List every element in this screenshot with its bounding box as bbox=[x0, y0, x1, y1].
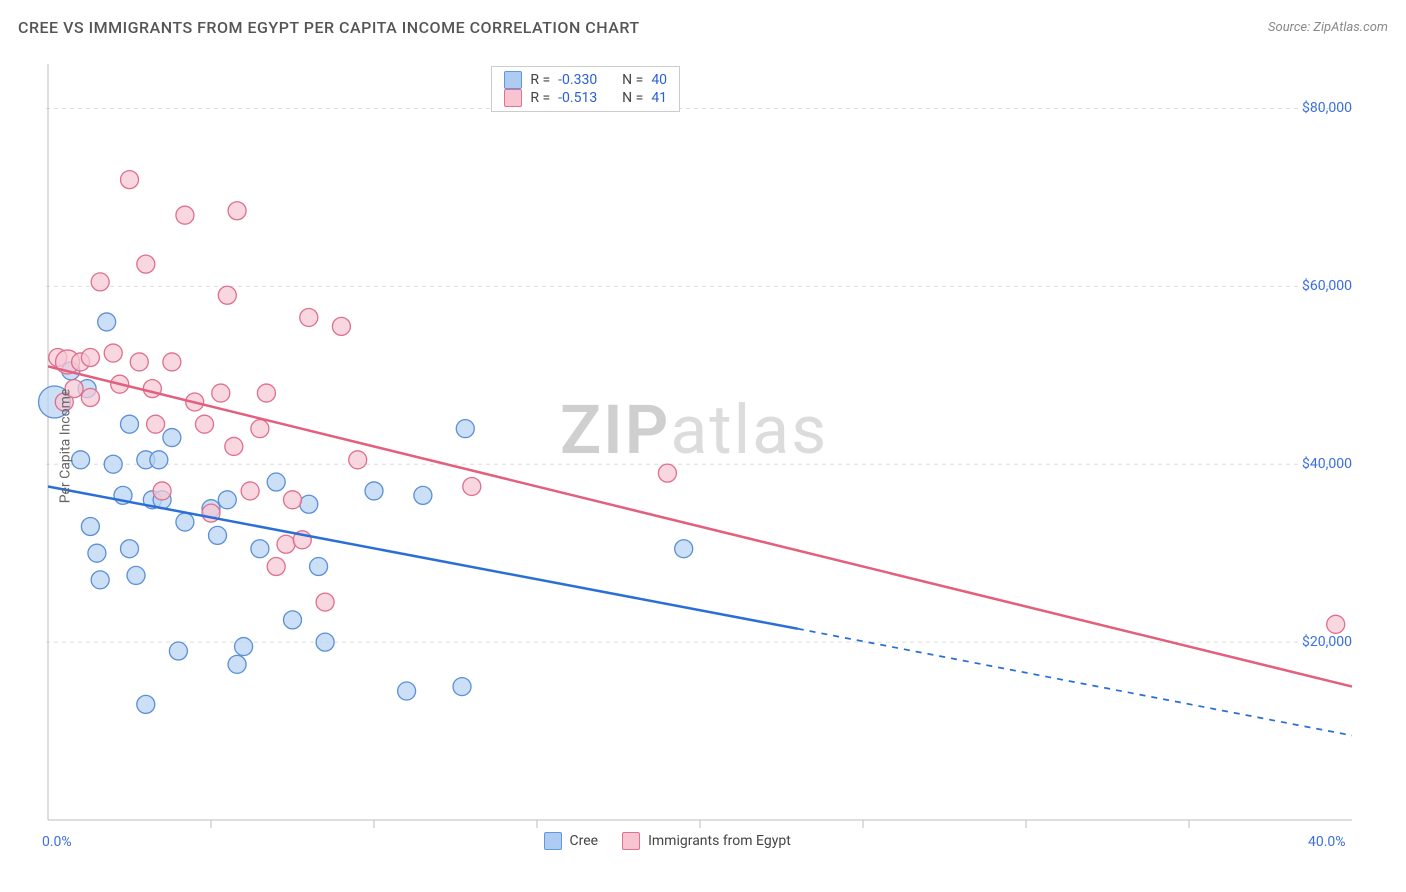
scatter-point-blue bbox=[127, 566, 145, 584]
legend-label: Cree bbox=[570, 833, 599, 849]
scatter-point-blue bbox=[91, 571, 109, 589]
scatter-point-blue bbox=[163, 429, 181, 447]
y-tick-label: $20,000 bbox=[1282, 634, 1352, 650]
scatter-point-pink bbox=[104, 344, 122, 362]
scatter-point-blue bbox=[235, 638, 253, 656]
scatter-point-pink bbox=[658, 464, 676, 482]
scatter-point-pink bbox=[1327, 615, 1345, 633]
y-axis-label: Per Capita Income bbox=[57, 389, 73, 504]
stats-row: R = -0.330 N = 40 bbox=[504, 71, 667, 89]
scatter-point-pink bbox=[147, 415, 165, 433]
scatter-point-pink bbox=[121, 171, 139, 189]
n-label: N = bbox=[622, 72, 643, 88]
scatter-point-blue bbox=[81, 517, 99, 535]
scatter-point-pink bbox=[91, 273, 109, 291]
scatter-point-pink bbox=[137, 255, 155, 273]
scatter-point-blue bbox=[414, 486, 432, 504]
scatter-point-blue bbox=[316, 633, 334, 651]
scatter-point-pink bbox=[300, 308, 318, 326]
x-tick-label: 0.0% bbox=[42, 834, 72, 850]
y-tick-label: $40,000 bbox=[1282, 456, 1352, 472]
legend-label: Immigrants from Egypt bbox=[648, 833, 791, 849]
scatter-point-pink bbox=[251, 420, 269, 438]
scatter-point-blue bbox=[209, 526, 227, 544]
scatter-point-pink bbox=[228, 202, 246, 220]
y-tick-label: $60,000 bbox=[1282, 278, 1352, 294]
scatter-point-pink bbox=[81, 389, 99, 407]
scatter-point-blue bbox=[72, 451, 90, 469]
n-value: 40 bbox=[651, 72, 667, 88]
scatter-point-blue bbox=[218, 491, 236, 509]
scatter-point-pink bbox=[277, 535, 295, 553]
r-value: -0.330 bbox=[558, 72, 614, 88]
scatter-point-blue bbox=[310, 558, 328, 576]
scatter-point-pink bbox=[463, 477, 481, 495]
scatter-point-pink bbox=[153, 482, 171, 500]
scatter-point-pink bbox=[349, 451, 367, 469]
scatter-point-pink bbox=[81, 349, 99, 367]
chart-container: Per Capita Income ZIPatlas R =-0.330N =4… bbox=[0, 0, 1406, 892]
stats-legend-box: R = -0.330 N = 40 R = -0.513 N = 41 bbox=[491, 66, 680, 112]
stats-row: R = -0.513 N = 41 bbox=[504, 89, 667, 107]
scatter-point-blue bbox=[251, 540, 269, 558]
bottom-legend: Cree Immigrants from Egypt bbox=[544, 832, 791, 850]
scatter-point-pink bbox=[267, 558, 285, 576]
scatter-point-blue bbox=[398, 682, 416, 700]
scatter-point-blue bbox=[228, 655, 246, 673]
scatter-point-blue bbox=[137, 695, 155, 713]
scatter-point-blue bbox=[365, 482, 383, 500]
scatter-point-blue bbox=[267, 473, 285, 491]
chart-svg bbox=[0, 0, 1406, 892]
legend-swatch bbox=[622, 832, 640, 850]
n-value: 41 bbox=[651, 90, 667, 106]
y-tick-label: $80,000 bbox=[1282, 100, 1352, 116]
scatter-point-blue bbox=[284, 611, 302, 629]
r-label: R = bbox=[530, 72, 550, 88]
scatter-point-blue bbox=[98, 313, 116, 331]
scatter-point-pink bbox=[130, 353, 148, 371]
scatter-point-blue bbox=[88, 544, 106, 562]
scatter-point-blue bbox=[300, 495, 318, 513]
scatter-point-blue bbox=[104, 455, 122, 473]
scatter-point-blue bbox=[453, 678, 471, 696]
legend-swatch bbox=[544, 832, 562, 850]
scatter-point-blue bbox=[456, 420, 474, 438]
scatter-point-pink bbox=[257, 384, 275, 402]
stats-swatch bbox=[504, 71, 522, 89]
scatter-point-pink bbox=[284, 491, 302, 509]
scatter-point-blue bbox=[121, 540, 139, 558]
x-tick-label: 40.0% bbox=[1308, 834, 1346, 850]
scatter-point-pink bbox=[218, 286, 236, 304]
scatter-point-pink bbox=[316, 593, 334, 611]
scatter-point-blue bbox=[169, 642, 187, 660]
scatter-point-blue bbox=[176, 513, 194, 531]
scatter-point-pink bbox=[195, 415, 213, 433]
stats-swatch bbox=[504, 89, 522, 107]
r-value: -0.513 bbox=[558, 90, 614, 106]
scatter-point-pink bbox=[241, 482, 259, 500]
legend-item: Cree bbox=[544, 832, 599, 850]
scatter-point-pink bbox=[225, 437, 243, 455]
scatter-point-pink bbox=[332, 317, 350, 335]
scatter-point-pink bbox=[143, 380, 161, 398]
legend-item: Immigrants from Egypt bbox=[622, 832, 791, 850]
scatter-point-pink bbox=[212, 384, 230, 402]
trend-line-dashed bbox=[798, 629, 1352, 736]
scatter-point-blue bbox=[150, 451, 168, 469]
scatter-point-blue bbox=[121, 415, 139, 433]
scatter-point-blue bbox=[675, 540, 693, 558]
n-label: N = bbox=[622, 90, 643, 106]
scatter-point-pink bbox=[163, 353, 181, 371]
scatter-point-pink bbox=[176, 206, 194, 224]
r-label: R = bbox=[530, 90, 550, 106]
